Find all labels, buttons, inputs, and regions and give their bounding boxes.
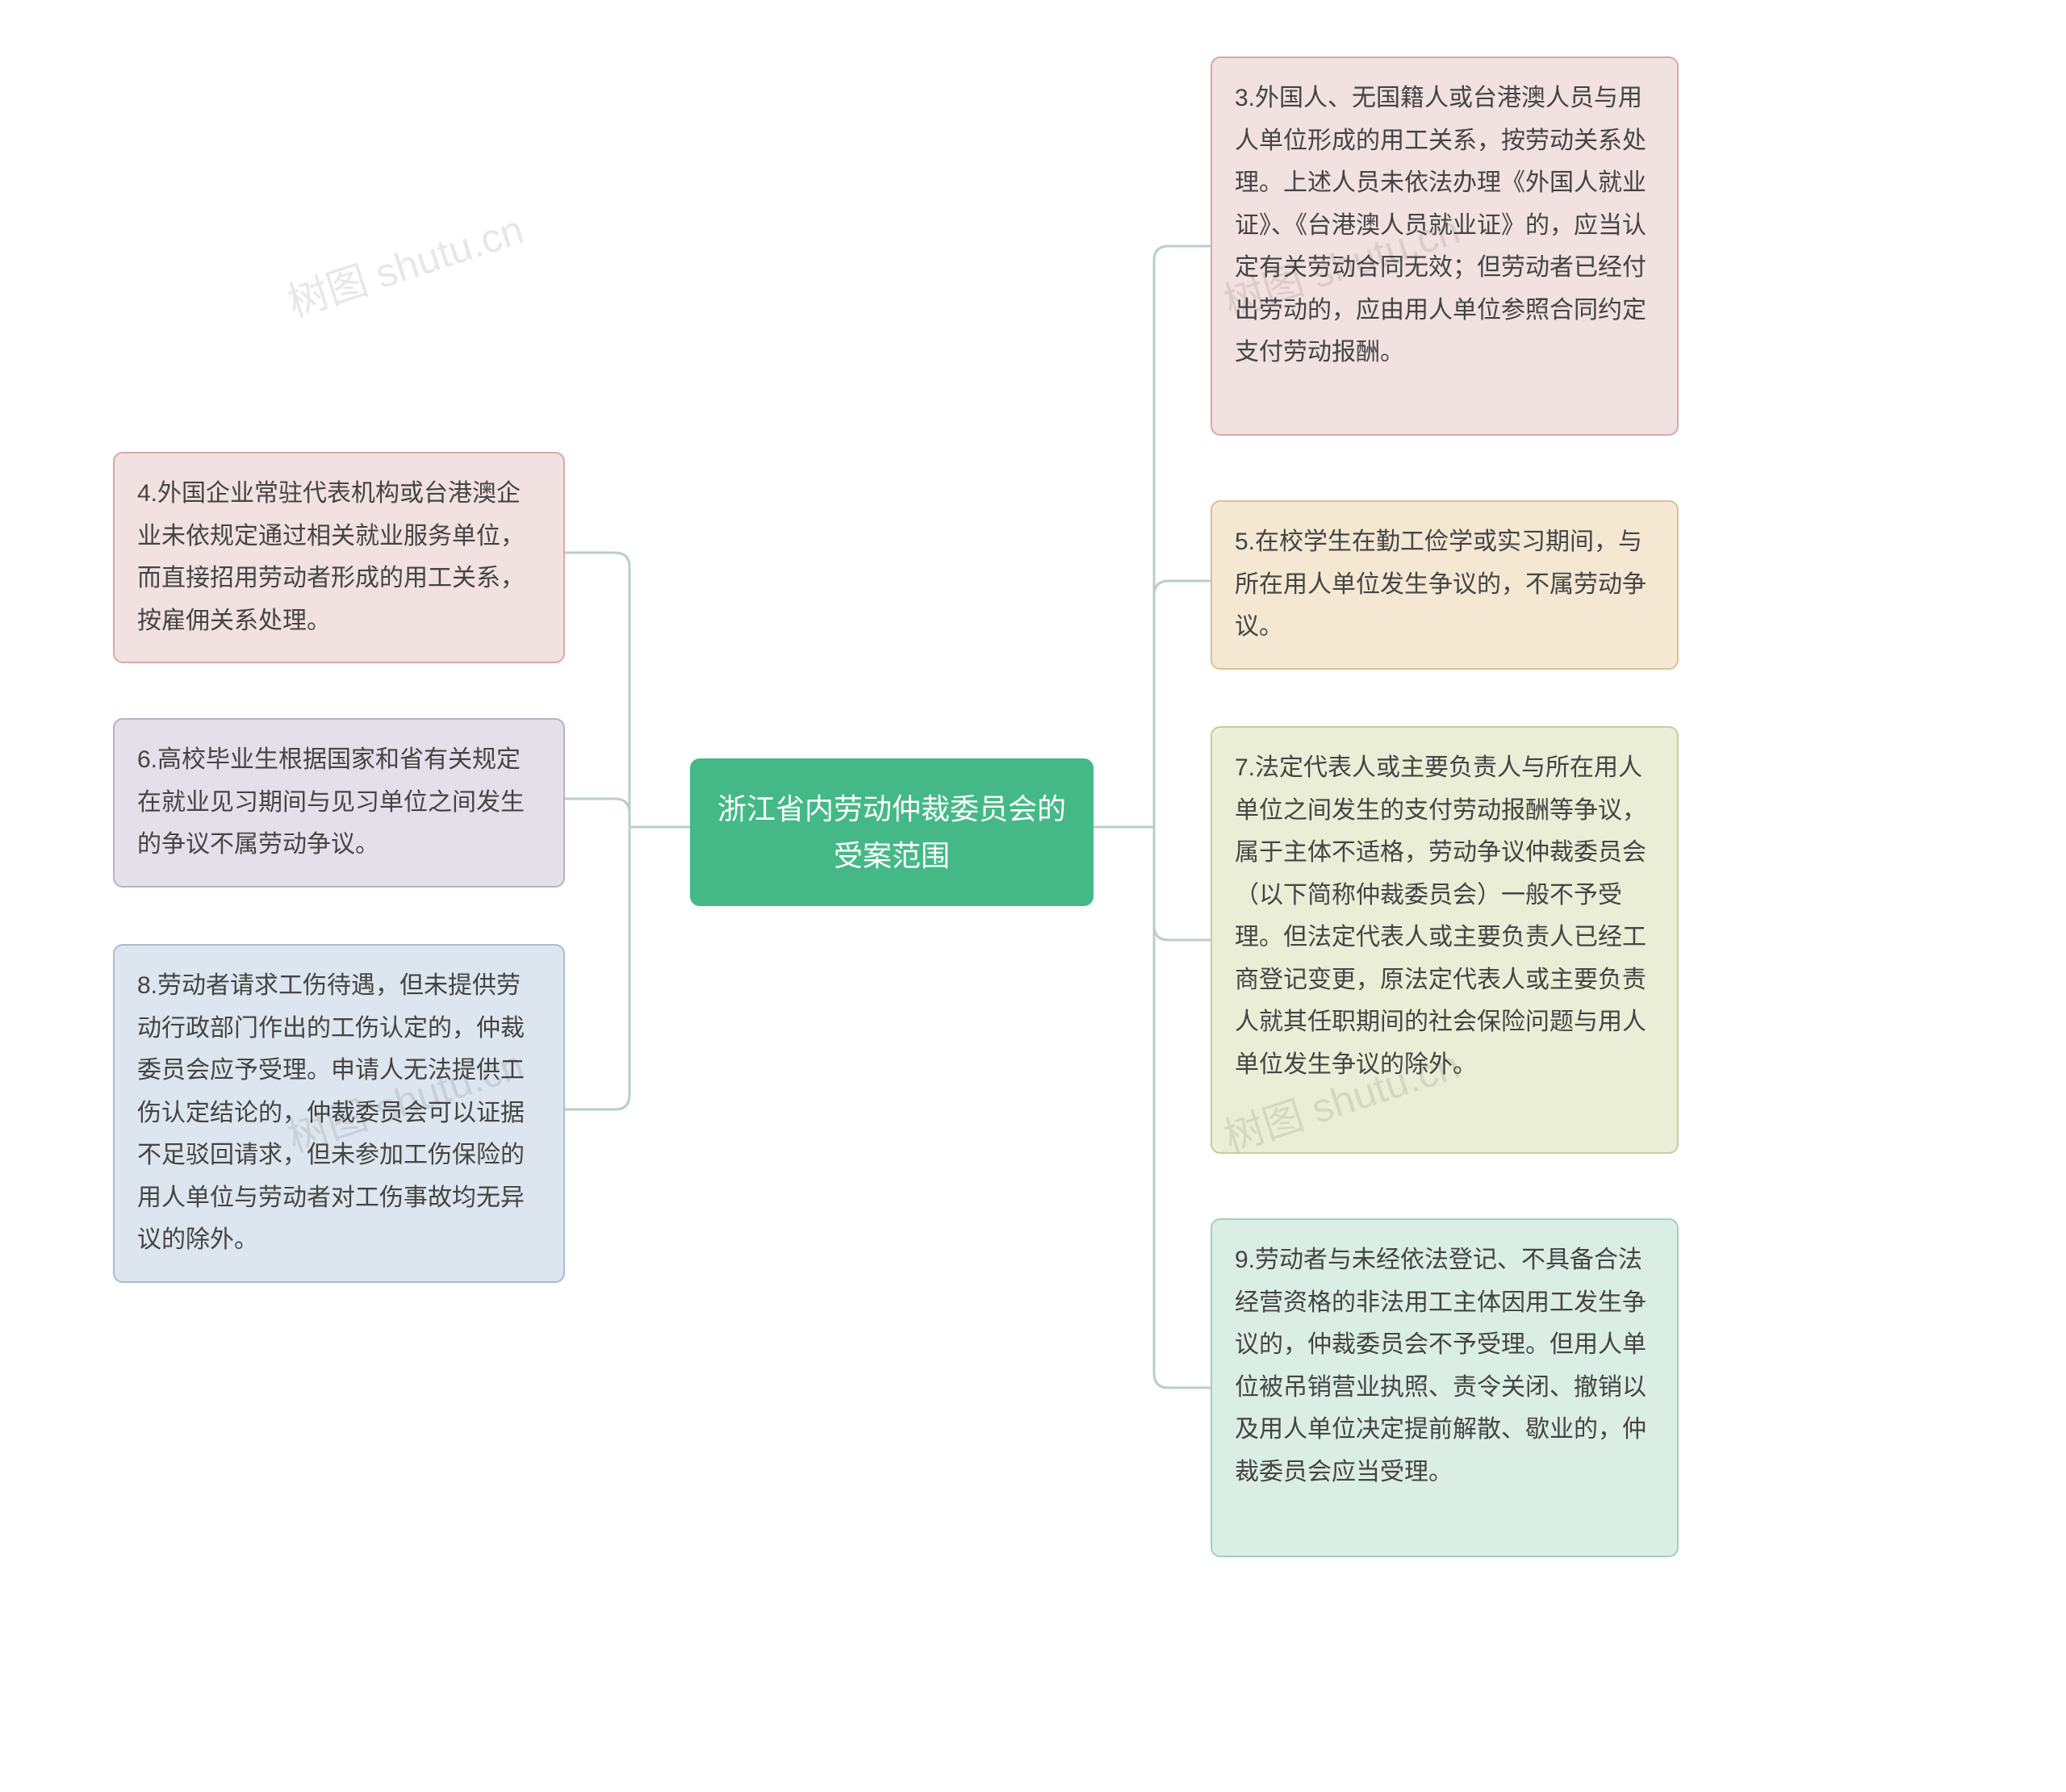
left-node-n8: 8.劳动者请求工伤待遇，但未提供劳动行政部门作出的工伤认定的，仲裁委员会应予受理… [113,944,565,1283]
right-node-n9: 9.劳动者与未经依法登记、不具备合法经营资格的非法用工主体因用工发生争议的，仲裁… [1211,1218,1679,1557]
right-node-n5: 5.在校学生在勤工俭学或实习期间，与所在用人单位发生争议的，不属劳动争议。 [1211,500,1679,670]
right-node-n3: 3.外国人、无国籍人或台港澳人员与用人单位形成的用工关系，按劳动关系处理。上述人… [1211,56,1679,436]
left-node-n6: 6.高校毕业生根据国家和省有关规定在就业见习期间与见习单位之间发生的争议不属劳动… [113,718,565,888]
left-node-n4: 4.外国企业常驻代表机构或台港澳企业未依规定通过相关就业服务单位，而直接招用劳动… [113,452,565,663]
watermark: 树图 shutu.cn [279,198,529,328]
center-node: 浙江省内劳动仲裁委员会的受案范围 [690,758,1094,906]
right-node-n7: 7.法定代表人或主要负责人与所在用人单位之间发生的支付劳动报酬等争议，属于主体不… [1211,726,1679,1154]
